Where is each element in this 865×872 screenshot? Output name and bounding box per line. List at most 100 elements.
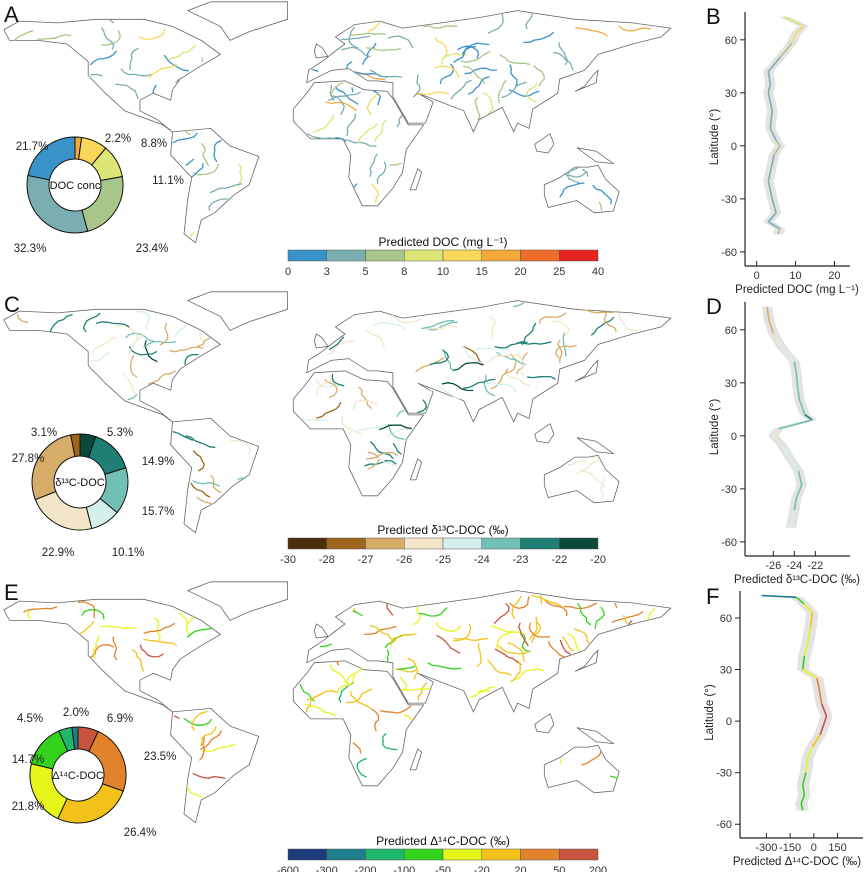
continent-madagascar [409, 168, 423, 191]
river-segment [450, 79, 472, 100]
y-tick-label: 30 [725, 88, 737, 100]
profile-line-segment [777, 228, 781, 235]
river-segment [209, 183, 243, 194]
profile-line-segment [771, 198, 777, 214]
river-segment [487, 13, 504, 34]
profile-line-segment [795, 596, 805, 605]
river-segment [139, 644, 164, 658]
river-segment [147, 370, 176, 385]
river-segment [199, 331, 205, 349]
continent-south-america [170, 707, 260, 824]
river-segment [592, 184, 612, 205]
y-axis-label: Latitude (°) [709, 399, 721, 456]
river-segment [510, 659, 521, 683]
river-segment [507, 642, 525, 663]
colorbar-tick-label: 10 [437, 266, 449, 278]
river-segment [386, 649, 390, 663]
donut-slice [57, 783, 124, 824]
river-segment [385, 428, 413, 438]
continent-japan [574, 359, 599, 382]
river-segment [192, 480, 220, 487]
y-tick-label: -60 [716, 819, 732, 831]
profile-line-segment [767, 83, 772, 93]
river-segment [23, 606, 58, 613]
river-segment [152, 84, 157, 94]
river-segment [403, 714, 413, 721]
river-segment [423, 25, 458, 29]
river-segment [418, 607, 448, 617]
river-segment [526, 375, 556, 380]
river-segment [373, 90, 382, 106]
panel-label-e: E [4, 580, 19, 605]
river-segment [352, 742, 362, 754]
y-axis-label: Latitude (°) [709, 109, 721, 166]
river-segment [366, 47, 401, 52]
continent-japan [574, 649, 599, 672]
river-segment [192, 772, 226, 780]
river-segment [100, 625, 136, 630]
river-segment [148, 63, 177, 79]
colorbar-tick-label: -24 [474, 554, 490, 566]
colorbar-swatch [520, 537, 560, 550]
profiles-layer: 60 30 0 -30 -60 0 10 20 Predicted DOC (mg L⁻¹) La… [704, 12, 863, 868]
colorbar-tick-label: 25 [553, 266, 565, 278]
donut-slice-label: 2.0% [63, 707, 89, 719]
colorbar-tick-label: 50 [553, 865, 565, 872]
donut-slice-label: 23.5% [144, 751, 177, 763]
profile-line-segment [794, 25, 804, 36]
river-segment [412, 606, 421, 626]
river-segment [388, 424, 405, 440]
continent-new-guinea [576, 437, 615, 455]
river-segment [559, 758, 562, 764]
river-segment [189, 232, 195, 237]
river-segment [343, 139, 377, 147]
river-segment [523, 31, 554, 44]
river-segment [334, 136, 346, 142]
river-segment [328, 336, 345, 351]
river-segment [547, 490, 553, 495]
river-segment [341, 415, 362, 435]
river-segment [436, 621, 461, 632]
river-segment [89, 50, 117, 66]
river-segment [407, 657, 419, 680]
river-segment [346, 113, 356, 137]
continent-borneo [534, 133, 555, 154]
panel-label-d: D [706, 294, 722, 319]
profile-line-segment [773, 145, 781, 156]
river-segment [491, 625, 525, 635]
continent-north-america [3, 18, 222, 133]
river-segment [328, 340, 356, 355]
river-segment [120, 68, 153, 77]
river-segment [353, 183, 358, 188]
river-segment [81, 609, 105, 620]
donut-slice-label: 4.5% [17, 713, 43, 725]
profile-line-segment [797, 471, 803, 486]
river-segment [358, 386, 372, 409]
colorbar-tick-label: 40 [592, 266, 604, 278]
river-segment [366, 93, 379, 116]
donut-chart-c: 5.3% 14.9% 15.7% 10.1% 22.9% 27.8% 3.1% δ¹³C-DO… [12, 427, 175, 559]
river-segment [172, 431, 194, 441]
profile-line-segment [800, 794, 806, 804]
donut-slice [70, 433, 81, 458]
profile-line-segment [824, 715, 828, 722]
y-tick-label: 0 [731, 141, 737, 153]
river-segment [340, 46, 371, 58]
latitude-profile-d: 60 30 0 -30 -60 -26 -24 -22 Predicted δ¹³C-DOC (… [709, 302, 860, 586]
river-segment [367, 451, 380, 470]
colorbar-tick-label: 20 [514, 865, 526, 872]
river-segment [494, 341, 528, 349]
river-segment [473, 347, 508, 352]
river-segment [504, 353, 517, 374]
profile-line-segment [791, 509, 796, 521]
river-segment [200, 725, 217, 747]
colorbar-tick-label: -100 [393, 865, 415, 872]
profile-line-segment [779, 42, 793, 58]
river-segment [386, 603, 394, 616]
profile-line-segment [801, 655, 806, 670]
continent-madagascar [409, 458, 423, 481]
river-segment [373, 321, 406, 330]
uncertainty-band [761, 306, 818, 528]
river-segment [413, 74, 421, 98]
